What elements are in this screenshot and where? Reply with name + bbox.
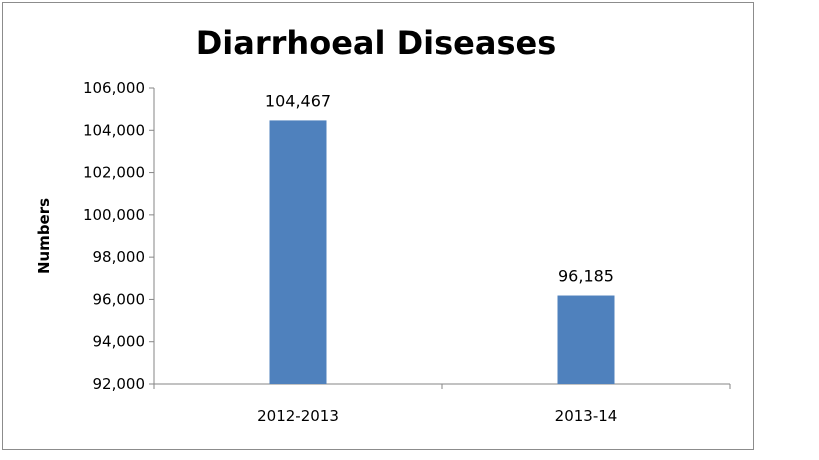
bars	[269, 120, 615, 385]
bar	[269, 120, 327, 385]
x-tick-label: 2012-2013	[257, 407, 339, 425]
chart-title: Diarrhoeal Diseases	[196, 24, 557, 62]
x-tick-label: 2013-14	[555, 407, 618, 425]
y-tick-label: 96,000	[93, 290, 146, 308]
y-tick-label: 98,000	[93, 248, 146, 266]
y-tick-label: 104,000	[83, 121, 145, 139]
data-labels: 104,467 96,185	[265, 91, 614, 285]
y-axis-label: Numbers	[35, 198, 53, 274]
bar	[557, 295, 615, 384]
data-label: 104,467	[265, 91, 331, 110]
data-label: 96,185	[558, 267, 614, 286]
y-tick-label: 94,000	[93, 333, 146, 351]
tick-labels: 92,000 94,000 96,000 98,000 100,000 102,000 10…	[83, 79, 617, 425]
axes	[149, 87, 731, 389]
y-tick-label: 92,000	[93, 375, 146, 393]
y-tick-label: 106,000	[83, 79, 145, 97]
y-tick-label: 100,000	[83, 206, 145, 224]
y-tick-label: 102,000	[83, 164, 145, 182]
chart-frame	[2, 2, 754, 450]
